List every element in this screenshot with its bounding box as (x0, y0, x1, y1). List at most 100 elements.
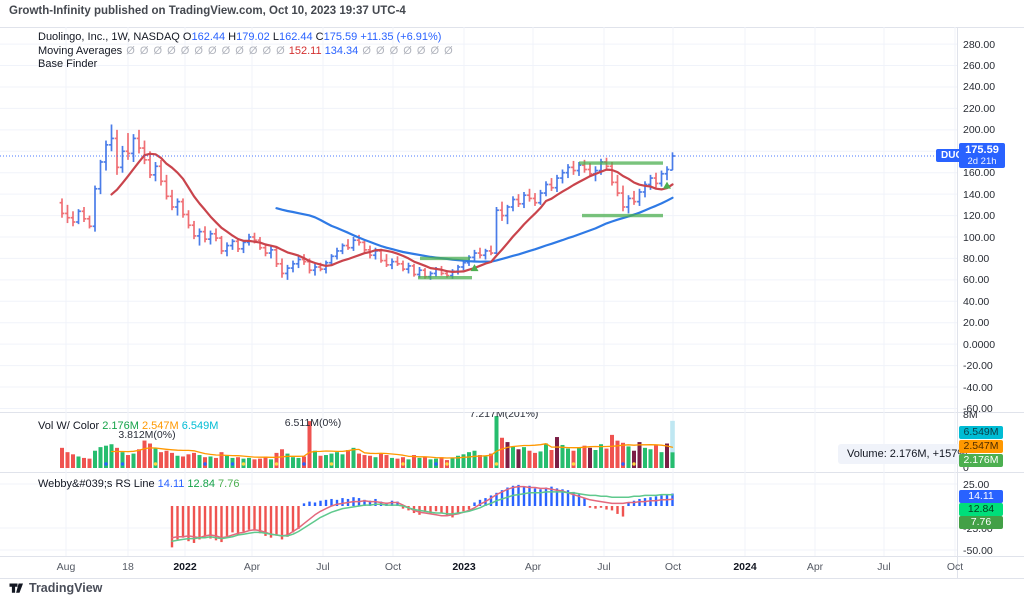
moving-averages-values: Ø Ø Ø Ø Ø Ø Ø Ø Ø Ø Ø Ø 152.11 134.34 Ø … (125, 45, 453, 57)
time-tick-label: Apr (524, 561, 542, 573)
price-tick-label: 60.00 (963, 274, 990, 287)
change-value: +11.35 (+6.91%) (360, 31, 442, 43)
ohlc-value: 162.44 (191, 31, 229, 43)
axis-value-badge: 2.547M (959, 440, 1003, 453)
ma-slot-value: 134.34 (321, 44, 359, 57)
price-tick-label: 80.00 (963, 252, 990, 265)
base-finder-label[interactable]: Base Finder (38, 58, 98, 70)
moving-averages-legend-row[interactable]: Moving Averages Ø Ø Ø Ø Ø Ø Ø Ø Ø Ø Ø Ø … (38, 45, 454, 59)
axis-value-badge: 12.84 (959, 503, 1003, 516)
tradingview-logo-icon (9, 583, 23, 593)
price-pane-legend: Duolingo, Inc., 1W, NASDAQ O162.44 H179.… (38, 31, 454, 72)
ma-slot-value: Ø (232, 44, 244, 57)
ohlc-value: 179.02 (236, 31, 273, 43)
ohlc-key: L (272, 31, 279, 43)
footer-brand[interactable]: TradingView (9, 581, 102, 595)
time-tick-label: Oct (946, 561, 964, 573)
price-tick-label: 100.00 (963, 231, 996, 244)
pane-separator-rs[interactable] (0, 472, 1024, 473)
time-axis-border (0, 556, 1024, 557)
indicator-value: 7.76 (214, 478, 240, 490)
time-tick-label: 2024 (733, 561, 757, 573)
rs-pane[interactable]: Webby&#039;s RS Line 14.11 12.84 7.76 (0, 472, 1024, 556)
time-tick-label: Jul (877, 561, 891, 573)
rs-indicator-label[interactable]: Webby&#039;s RS Line (38, 478, 155, 490)
volume-indicator-label[interactable]: Vol W/ Color (38, 420, 100, 432)
symbol-title[interactable]: Duolingo, Inc., 1W, NASDAQ (38, 31, 180, 43)
price-tick-label: 40.00 (963, 295, 990, 308)
time-tick-label: Apr (243, 561, 261, 573)
pane-separator-volume[interactable] (0, 412, 1024, 413)
price-pane[interactable]: Duolingo, Inc., 1W, NASDAQ O162.44 H179.… (0, 27, 1024, 412)
volume-tooltip: Volume: 2.176M, +157% (838, 444, 977, 464)
ma-slot-value: Ø (259, 44, 272, 57)
ohlc-key: C (315, 31, 324, 43)
time-tick-label: Oct (384, 561, 402, 573)
price-tick-label: -60.00 (963, 402, 993, 415)
base-finder-legend-row[interactable]: Base Finder (38, 58, 454, 72)
tradingview-brand-text: TradingView (29, 581, 103, 595)
ma-slot-value: 152.11 (285, 44, 322, 57)
ma-slot-value: Ø (191, 44, 203, 57)
price-tick-label: -40.00 (963, 381, 993, 394)
publish-attribution: Growth-Infinity published on TradingView… (9, 5, 406, 17)
axis-value-badge: 7.76 (959, 516, 1003, 529)
volume-pane[interactable]: Vol W/ Color 2.176M 2.547M 6.549M 3.812M… (0, 412, 1024, 472)
axis-value-badge: 2.176M (959, 454, 1003, 467)
moving-averages-label[interactable]: Moving Averages (38, 44, 123, 57)
last-price-value: 175.59 (965, 144, 999, 156)
axis-value-badge: 14.11 (959, 490, 1003, 503)
price-tick-label: 20.00 (963, 317, 990, 330)
price-tick-label: -20.00 (963, 360, 993, 373)
ma-slot-value: Ø (413, 44, 426, 57)
ma-slot-value: Ø (126, 44, 135, 57)
indicator-value: 2.547M (138, 420, 179, 432)
time-tick-label: Oct (664, 561, 682, 573)
indicator-value: 12.84 (184, 478, 215, 490)
ma-slot-value: Ø (400, 44, 412, 57)
indicator-value: 2.176M (102, 420, 139, 432)
ma-slot-value: Ø (204, 44, 217, 57)
ohlc-key: H (228, 31, 237, 43)
price-axis-border (957, 27, 958, 578)
time-tick-label: Aug (56, 561, 76, 573)
ma-slot-value: Ø (372, 44, 385, 57)
time-tick-label: 2023 (452, 561, 476, 573)
ma-slot-value: Ø (427, 44, 440, 57)
time-tick-label: Apr (806, 561, 824, 573)
ohlc-values: O162.44 H179.02 L162.44 C175.59 (183, 31, 360, 43)
ma-slot-value: Ø (177, 44, 190, 57)
ma-slot-value: Ø (273, 44, 285, 57)
volume-chart-canvas[interactable] (0, 412, 1024, 472)
ma-slot-value: Ø (245, 44, 258, 57)
time-tick-label: 18 (122, 561, 134, 573)
volume-axis-zero-label: 0 (963, 462, 969, 474)
ohlc-value: 162.44 (278, 31, 316, 43)
time-tick-label: 2022 (173, 561, 197, 573)
chart-bottom-border (0, 578, 1024, 579)
rs-indicator-values: 14.11 12.84 7.76 (158, 478, 240, 490)
ma-slot-value: Ø (150, 44, 163, 57)
price-tick-label: 160.00 (963, 167, 996, 180)
volume-axis-top-label: 8M (963, 409, 978, 421)
price-tick-label: 200.00 (963, 124, 996, 137)
time-tick-label: Jul (597, 561, 611, 573)
bar-countdown: 2d 21h (967, 156, 997, 167)
axis-value-badge: 6.549M (959, 426, 1003, 439)
price-chart-canvas[interactable] (0, 27, 1024, 412)
ma-slot-value: Ø (386, 44, 399, 57)
ma-slot-value: Ø (359, 44, 371, 57)
indicator-value: 14.11 (157, 478, 185, 490)
rs-chart-canvas[interactable] (0, 472, 1024, 556)
ma-slot-value: Ø (441, 44, 453, 57)
rs-tick-label: 25.00 (963, 478, 990, 491)
price-tick-label: 240.00 (963, 81, 996, 94)
volume-pane-legend: Vol W/ Color 2.176M 2.547M 6.549M (38, 420, 218, 434)
symbol-legend-row[interactable]: Duolingo, Inc., 1W, NASDAQ O162.44 H179.… (38, 31, 454, 45)
volume-spike-annotation: 7.217M(201%) (469, 412, 539, 420)
price-tick-label: 120.00 (963, 210, 996, 223)
ma-slot-value: Ø (218, 44, 231, 57)
time-tick-label: Jul (316, 561, 330, 573)
ohlc-value: 175.59 (323, 31, 361, 43)
volume-indicator-values: 2.176M 2.547M 6.549M (102, 420, 218, 432)
